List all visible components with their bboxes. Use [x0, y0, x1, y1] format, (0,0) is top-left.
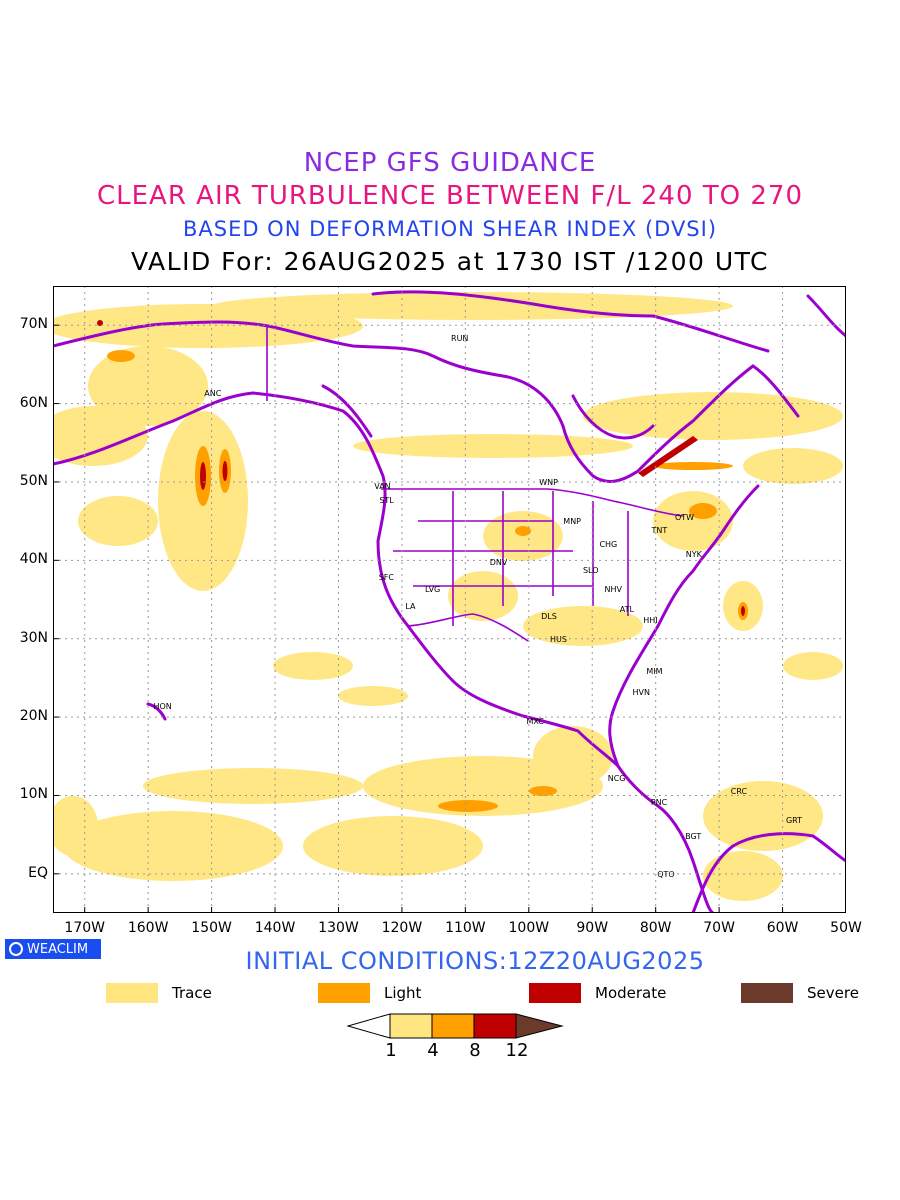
y-tick-label-60N: 60N	[19, 394, 48, 411]
colorbar-label-4: 4	[427, 1040, 439, 1061]
city-label-anc: ANC	[204, 389, 222, 399]
city-label-otw: OTW	[674, 512, 695, 522]
city-label-chg: CHG	[599, 540, 618, 550]
city-label-tnt: TNT	[651, 526, 668, 536]
x-tick-label-130W: 130W	[318, 920, 359, 936]
turbulence-trace-areas	[53, 292, 843, 901]
chart-subtitle: CLEAR AIR TURBULENCE BETWEEN F/L 240 TO …	[96, 181, 804, 211]
legend-swatch-severe	[741, 983, 793, 1003]
turbulence-map	[53, 286, 846, 913]
legend-label-severe: Severe	[807, 984, 859, 1002]
colorbar-low-arrow	[346, 1013, 391, 1039]
city-label-dls: DLS	[541, 611, 557, 621]
city-label-van: VAN	[374, 482, 391, 492]
political-borders	[266, 326, 684, 642]
y-tick-label-50N: 50N	[19, 472, 48, 489]
logo-ring-icon	[9, 942, 23, 956]
city-label-nyk: NYK	[685, 549, 702, 559]
city-label-grt: GRT	[785, 815, 803, 825]
colorbar-high-arrow	[515, 1013, 564, 1039]
x-tick-label-50W: 50W	[830, 920, 862, 936]
colorbar-segment-trace	[389, 1013, 433, 1039]
x-tick-label-80W: 80W	[639, 920, 672, 936]
lat-lon-graticule	[53, 286, 846, 913]
legend-item-trace: Trace	[106, 983, 212, 1003]
x-tick-label-90W: 90W	[576, 920, 609, 936]
x-tick-label-60W: 60W	[766, 920, 799, 936]
city-label-pnc: PNC	[650, 798, 668, 808]
colorbar-label-1: 1	[385, 1040, 397, 1061]
colorbar-label-12: 12	[505, 1040, 529, 1061]
city-label-sfc: SFC	[378, 572, 394, 582]
city-label-mim: MIM	[646, 666, 663, 676]
legend-label-trace: Trace	[172, 984, 212, 1002]
x-tick-label-70W: 70W	[703, 920, 735, 936]
initial-conditions: INITIAL CONDITIONS:12Z20AUG2025	[245, 947, 705, 975]
x-tick-label-160W: 160W	[127, 920, 169, 936]
city-label-stl: STL	[379, 495, 394, 505]
legend-item-severe: Severe	[741, 983, 859, 1003]
weaclim-logo: WEACLIM	[5, 939, 101, 959]
city-label-ncg: NCG	[607, 773, 626, 783]
city-label-bgt: BGT	[685, 831, 702, 841]
legend-swatch-trace	[106, 983, 158, 1003]
x-tick-label-110W: 110W	[445, 920, 486, 936]
map-frame	[53, 286, 846, 913]
city-label-run: RUN	[451, 333, 469, 343]
city-label-crc: CRC	[730, 786, 748, 796]
logo-text: WEACLIM	[27, 941, 89, 957]
x-tick-label-140W: 140W	[254, 920, 296, 936]
legend-label-light: Light	[384, 984, 422, 1002]
y-tick-label-40N: 40N	[19, 551, 48, 568]
city-label-nhv: NHV	[604, 585, 623, 595]
x-tick-label-100W: 100W	[508, 920, 550, 936]
axis-ticks	[53, 324, 846, 913]
y-tick-label-20N: 20N	[19, 708, 48, 725]
y-tick-label-30N: 30N	[19, 629, 48, 646]
colorbar-label-8: 8	[469, 1040, 481, 1061]
x-tick-label-120W: 120W	[381, 920, 423, 936]
city-label-hhi: HHI	[643, 616, 658, 626]
chart-title: NCEP GFS GUIDANCE	[303, 148, 597, 178]
city-label-la: LA	[405, 601, 416, 611]
index-description: BASED ON DEFORMATION SHEAR INDEX (DVSI)	[182, 217, 718, 241]
x-tick-label-170W: 170W	[64, 920, 105, 936]
y-tick-label-EQ: EQ	[28, 864, 48, 881]
legend-swatch-light	[318, 983, 370, 1003]
city-label-mnp: MNP	[563, 516, 582, 526]
colorbar-segment-moderate	[473, 1013, 517, 1039]
city-label-lvg: LVG	[425, 585, 441, 595]
x-tick-label-150W: 150W	[191, 920, 232, 936]
city-label-dnv: DNV	[489, 557, 508, 567]
city-label-atl: ATL	[619, 604, 634, 614]
valid-time: VALID For: 26AUG2025 at 1730 IST /1200 U…	[131, 247, 769, 276]
city-label-qto: QTO	[657, 870, 675, 880]
legend-item-light: Light	[318, 983, 421, 1003]
legend-label-moderate: Moderate	[595, 984, 667, 1002]
city-label-hvn: HVN	[632, 687, 650, 697]
city-label-slo: SLO	[582, 566, 599, 576]
city-label-hon: HON	[153, 701, 172, 711]
turbulence-moderate-areas	[97, 320, 745, 616]
y-tick-label-10N: 10N	[19, 786, 48, 803]
y-tick-label-70N: 70N	[19, 316, 48, 333]
city-label-wnp: WNP	[539, 477, 558, 487]
city-label-hus: HUS	[549, 635, 567, 645]
colorbar-segment-light	[431, 1013, 475, 1039]
city-label-mxc: MXC	[526, 716, 544, 726]
legend-swatch-moderate	[529, 983, 581, 1003]
colorbar	[346, 1013, 564, 1039]
legend-item-moderate: Moderate	[529, 983, 666, 1003]
